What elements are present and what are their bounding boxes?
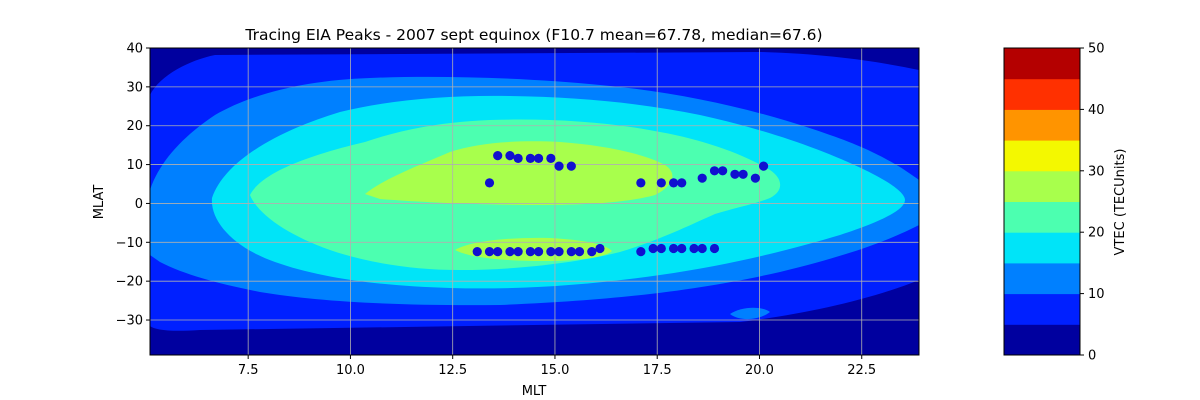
peak-point-23: [505, 247, 515, 257]
peak-point-24: [513, 247, 523, 257]
colorbar-swatch-8: [1004, 78, 1080, 110]
peak-point-16: [730, 169, 740, 179]
peak-point-17: [738, 169, 748, 179]
chart-title: Tracing EIA Peaks - 2007 sept equinox (F…: [244, 26, 822, 44]
peak-point-34: [648, 243, 658, 254]
colorbar-tick-label-3: 30: [1088, 164, 1105, 179]
contour-band-25-30: [365, 141, 673, 205]
peak-point-33: [636, 247, 646, 257]
y-tick-label-2: −10: [116, 236, 143, 251]
eia-peak-markers: [472, 151, 769, 257]
x-axis-ticks: 7.5 10.0 12.5 15.0 17.5 20.0 22.5: [238, 355, 876, 378]
y-tick-label-1: −20: [116, 275, 143, 290]
colorbar-tick-label-5: 50: [1088, 42, 1105, 57]
contour-band-15-20-east: [857, 189, 891, 198]
y-tick-label-4: 10: [126, 158, 143, 173]
x-tick-label-0: 7.5: [238, 363, 259, 378]
peak-point-3: [513, 153, 523, 163]
peak-point-27: [546, 247, 556, 257]
peak-point-14: [709, 166, 720, 176]
x-tick-label-6: 22.5: [847, 363, 876, 378]
colorbar-tick-label-1: 10: [1088, 287, 1105, 302]
y-tick-label-0: −30: [116, 314, 143, 329]
colorbar-tick-label-0: 0: [1088, 349, 1096, 364]
y-axis-ticks: −30 −20 −10 0 10 20 30 40: [116, 42, 150, 329]
peak-point-12: [677, 178, 687, 188]
peak-point-32: [595, 243, 605, 254]
peak-point-5: [533, 153, 544, 163]
peak-point-40: [709, 243, 720, 254]
peak-point-6: [546, 153, 556, 163]
peak-point-1: [493, 151, 503, 161]
colorbar-swatch-5: [1004, 170, 1080, 202]
x-tick-label-4: 17.5: [643, 363, 672, 378]
colorbar-swatch-7: [1004, 109, 1080, 141]
peak-point-26: [533, 247, 544, 257]
peak-point-9: [636, 178, 646, 188]
x-tick-label-1: 10.0: [336, 363, 365, 378]
contour-band-10-15-patch: [730, 307, 770, 320]
y-axis-label: MLAT: [92, 185, 107, 220]
peak-point-37: [677, 243, 687, 254]
x-tick-label-3: 15.0: [540, 363, 569, 378]
colorbar-tick-label-4: 40: [1088, 103, 1105, 118]
colorbar-swatch-0: [1004, 324, 1080, 356]
peak-point-15: [718, 166, 728, 176]
y-tick-label-3: 0: [135, 197, 143, 212]
peak-point-19: [758, 161, 769, 171]
peak-point-20: [472, 247, 482, 257]
colorbar-frame: [1003, 47, 1081, 356]
peak-point-13: [697, 173, 707, 183]
peak-point-39: [697, 243, 707, 254]
y-tick-label-6: 30: [126, 80, 143, 95]
peak-point-22: [493, 247, 503, 257]
peak-point-7: [554, 161, 564, 171]
peak-point-21: [484, 247, 495, 257]
plot-frame: [149, 47, 920, 356]
peak-point-4: [525, 153, 536, 163]
y-tick-label-7: 40: [126, 42, 143, 57]
colorbar-swatch-9: [1004, 48, 1080, 80]
peak-point-2: [505, 151, 515, 161]
peak-point-18: [750, 173, 760, 183]
colorbar-swatch-6: [1004, 140, 1080, 172]
colorbar-swatch-2: [1004, 262, 1080, 295]
colorbar-label: VTEC (TECUnits): [1113, 149, 1128, 256]
peak-point-25: [525, 247, 536, 257]
contour-plot: [150, 48, 919, 355]
peak-point-10: [656, 178, 666, 188]
x-axis-label: MLT: [522, 384, 547, 399]
peak-point-8: [566, 161, 576, 171]
colorbar: 0 10 20 30 40 50: [1003, 42, 1105, 364]
peak-point-29: [566, 247, 576, 257]
colorbar-swatch-3: [1004, 232, 1080, 264]
peak-point-38: [689, 243, 699, 254]
peak-point-11: [668, 178, 679, 188]
peak-point-35: [656, 243, 666, 254]
colorbar-swatch-4: [1004, 201, 1080, 233]
peak-point-30: [574, 247, 585, 257]
peak-point-36: [668, 243, 679, 254]
x-tick-label-5: 20.0: [745, 363, 774, 378]
peak-point-28: [554, 247, 564, 257]
colorbar-tick-label-2: 20: [1088, 226, 1105, 241]
colorbar-swatch-1: [1004, 293, 1080, 325]
peak-point-31: [587, 247, 597, 257]
y-tick-label-5: 20: [126, 119, 143, 134]
x-tick-label-2: 12.5: [438, 363, 467, 378]
peak-point-0: [484, 178, 495, 188]
